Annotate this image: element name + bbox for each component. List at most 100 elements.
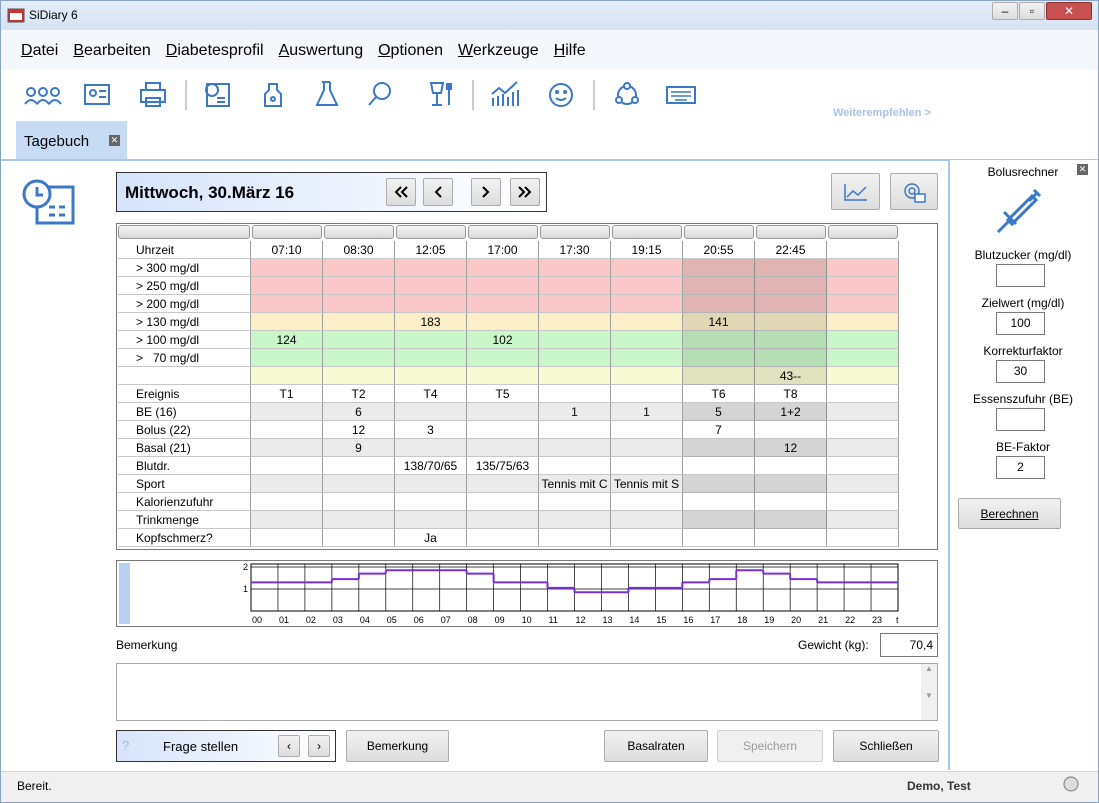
grid-cell[interactable] [539,529,611,547]
grid-cell[interactable] [755,457,827,475]
grid-cell[interactable]: T4 [395,385,467,403]
grid-cell[interactable]: 17:00 [467,241,539,259]
grid-cell[interactable]: T6 [683,385,755,403]
grid-cell[interactable] [323,295,395,313]
grid-cell[interactable] [323,349,395,367]
grid-cell[interactable] [683,295,755,313]
grid-cell[interactable] [467,421,539,439]
grid-cell[interactable] [755,511,827,529]
grid-cell[interactable] [683,439,755,457]
close-button[interactable]: Schließen [833,730,939,762]
menu-item[interactable]: Werkzeuge [458,42,539,60]
grid-cell[interactable] [539,295,611,313]
grid-cell[interactable] [611,277,683,295]
grid-cell[interactable]: T1 [251,385,323,403]
header-button[interactable] [612,225,682,239]
save-button[interactable]: Speichern [717,730,823,762]
grid-cell[interactable] [539,367,611,385]
ask-label[interactable]: Frage stellen [163,739,238,754]
grid-cell[interactable] [611,331,683,349]
grid-cell[interactable] [827,277,899,295]
grid-cell[interactable]: 07:10 [251,241,323,259]
grid-cell[interactable] [395,367,467,385]
header-button[interactable] [756,225,826,239]
menu-item[interactable]: Datei [21,42,58,60]
grid-cell[interactable] [539,331,611,349]
grid-cell[interactable] [467,349,539,367]
menu-item[interactable]: Optionen [378,42,443,60]
grid-cell[interactable] [683,259,755,277]
menu-item[interactable]: Hilfe [554,42,586,60]
grid-cell[interactable] [683,493,755,511]
close-window-button[interactable]: ✕ [1046,2,1092,20]
prev-button[interactable] [423,178,453,206]
weight-input[interactable]: 70,4 [880,633,938,657]
grid-cell[interactable] [827,439,899,457]
grid-cell[interactable] [683,511,755,529]
grid-cell[interactable]: 12 [755,439,827,457]
grid-cell[interactable] [395,349,467,367]
field-input[interactable]: 100 [996,312,1045,335]
grid-cell[interactable] [611,421,683,439]
grid-cell[interactable]: 102 [467,331,539,349]
grid-cell[interactable]: 43-- [755,367,827,385]
grid-cell[interactable] [251,277,323,295]
grid-cell[interactable] [611,385,683,403]
grid-cell[interactable] [611,295,683,313]
grid-cell[interactable] [251,511,323,529]
grid-cell[interactable] [755,295,827,313]
grid-cell[interactable] [827,385,899,403]
grid-cell[interactable]: 183 [395,313,467,331]
grid-cell[interactable] [251,529,323,547]
grid-cell[interactable] [323,259,395,277]
grid-cell[interactable] [683,349,755,367]
grid-cell[interactable] [251,295,323,313]
grid-cell[interactable] [755,313,827,331]
toolbar-icons[interactable] [21,78,721,114]
settings-button[interactable] [890,173,938,210]
remark-button[interactable]: Bemerkung [346,730,449,762]
scrollbar[interactable]: ▲▼ [921,664,937,720]
grid-cell[interactable] [539,511,611,529]
grid-cell[interactable] [395,259,467,277]
grid-cell[interactable] [611,493,683,511]
maximize-button[interactable]: ▫ [1019,2,1045,20]
grid-cell[interactable] [539,385,611,403]
grid-cell[interactable]: 138/70/65 [395,457,467,475]
grid-cell[interactable] [683,277,755,295]
grid-cell[interactable] [827,331,899,349]
grid-cell[interactable] [827,349,899,367]
menu-item[interactable]: Auswertung [279,42,364,60]
grid-cell[interactable] [539,457,611,475]
header-button[interactable] [684,225,754,239]
panel-close[interactable]: ✕ [1077,164,1088,175]
grid-cell[interactable] [323,313,395,331]
grid-cell[interactable]: 1+2 [755,403,827,421]
first-button[interactable] [386,178,416,206]
menu-item[interactable]: Diabetesprofil [166,42,264,60]
grid-cell[interactable] [323,511,395,529]
grid-cell[interactable] [323,457,395,475]
grid-cell[interactable]: 141 [683,313,755,331]
grid-cell[interactable] [539,259,611,277]
grid-cell[interactable] [539,493,611,511]
grid-cell[interactable] [539,349,611,367]
grid-cell[interactable] [467,295,539,313]
grid-cell[interactable] [467,511,539,529]
grid-cell[interactable] [683,475,755,493]
grid-cell[interactable] [755,529,827,547]
grid-cell[interactable] [611,439,683,457]
field-input[interactable] [996,264,1045,287]
grid-cell[interactable] [251,421,323,439]
grid-cell[interactable] [755,475,827,493]
grid-cell[interactable] [467,529,539,547]
grid-cell[interactable]: Ja [395,529,467,547]
grid-cell[interactable] [395,277,467,295]
grid-cell[interactable] [827,475,899,493]
header-button[interactable] [396,225,466,239]
grid-cell[interactable] [251,403,323,421]
grid-cell[interactable] [251,313,323,331]
grid-cell[interactable] [755,331,827,349]
grid-cell[interactable] [827,457,899,475]
grid-cell[interactable] [251,439,323,457]
